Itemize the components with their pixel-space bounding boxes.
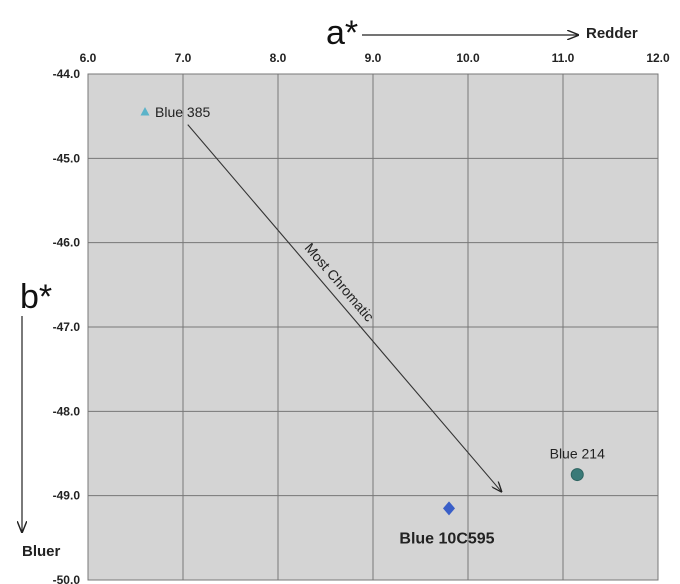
data-points: Blue 385 Blue 214 Blue 10C595 <box>140 104 605 547</box>
point-label-blue-385: Blue 385 <box>155 104 210 120</box>
x-direction-label: Redder <box>586 25 638 42</box>
x-tick-label: 11.0 <box>552 51 575 65</box>
y-tick-label: -45.0 <box>53 151 81 165</box>
point-label-blue-214: Blue 214 <box>550 446 605 462</box>
y-tick-labels: -44.0 -45.0 -46.0 -47.0 -48.0 -49.0 -50.0 <box>53 67 81 584</box>
y-tick-label: -44.0 <box>53 67 81 81</box>
y-axis-title: b* <box>20 278 52 316</box>
x-tick-label: 12.0 <box>646 51 670 65</box>
point-label-blue-10c595: Blue 10C595 <box>399 530 494 547</box>
most-chromatic-arrow <box>187 124 502 492</box>
x-tick-label: 8.0 <box>270 51 287 65</box>
x-tick-labels: 6.0 7.0 8.0 9.0 10.0 11.0 12.0 <box>80 51 670 65</box>
y-tick-label: -46.0 <box>53 236 81 250</box>
x-tick-label: 10.0 <box>456 51 480 65</box>
y-tick-label: -47.0 <box>53 320 81 334</box>
x-tick-label: 6.0 <box>80 51 97 65</box>
y-tick-label: -49.0 <box>53 489 81 503</box>
x-axis-title: a* <box>326 14 358 52</box>
y-tick-label: -50.0 <box>53 573 81 584</box>
point-blue-385 <box>140 106 150 116</box>
x-tick-label: 7.0 <box>175 51 192 65</box>
grid-lines <box>87 73 659 581</box>
y-tick-label: -48.0 <box>53 404 81 418</box>
point-blue-214 <box>570 468 584 482</box>
y-direction-label: Bluer <box>22 543 61 560</box>
point-blue-10c595 <box>443 501 455 516</box>
x-tick-label: 9.0 <box>365 51 382 65</box>
